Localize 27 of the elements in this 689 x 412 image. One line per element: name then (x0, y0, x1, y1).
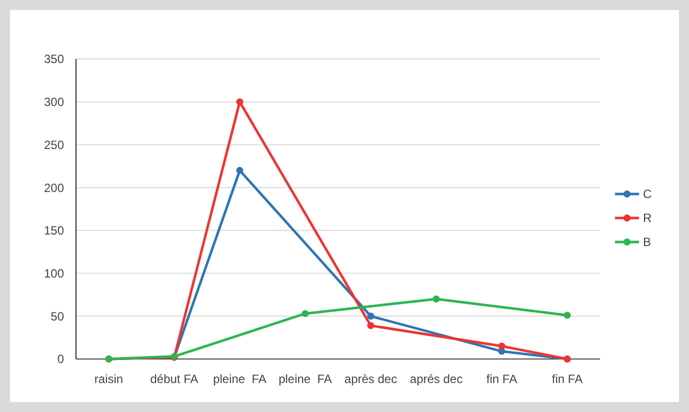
point (302, 310, 309, 318)
legend-label: B (643, 235, 652, 250)
x-tick-label: fin FA (552, 372, 583, 386)
y-tick-label: 50 (50, 309, 64, 324)
point (367, 312, 374, 320)
y-tick-label: 300 (44, 95, 64, 110)
point (236, 98, 244, 106)
x-tick-label: fin FA (486, 372, 518, 386)
legend-label: C (643, 187, 652, 202)
point (432, 296, 440, 302)
point (498, 342, 506, 350)
x-tick-label: raisin (94, 372, 124, 386)
point (236, 166, 244, 174)
x-tick-label: pleine FA (213, 372, 266, 386)
y-tick-label: 150 (44, 224, 64, 238)
y-tick-label: 200 (44, 180, 64, 195)
y-tick-label: 250 (44, 138, 64, 152)
y-tick-label: 100 (44, 266, 64, 280)
x-tick-label: début FA (150, 372, 198, 386)
x-tick-label: pleine FA (278, 372, 332, 386)
point (367, 322, 374, 330)
x-tick-label: après dec (344, 372, 398, 386)
point (564, 312, 571, 319)
y-tick-label: 350 (44, 52, 64, 66)
legend-label: R (643, 211, 652, 226)
x-tick-label: aprés dec (410, 372, 463, 386)
y-tick-label: 0 (57, 352, 64, 366)
